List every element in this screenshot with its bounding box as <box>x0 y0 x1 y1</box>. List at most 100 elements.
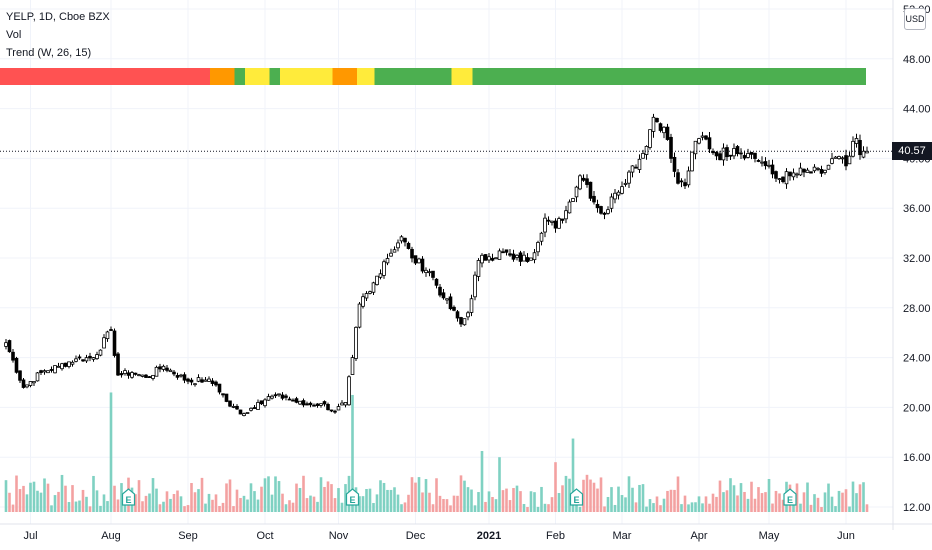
volume-bar <box>424 479 428 512</box>
last-price-tag: 40.57 <box>892 142 932 161</box>
candle-body <box>627 171 631 184</box>
candle-body <box>326 404 330 411</box>
volume-bar <box>25 494 29 512</box>
volume-bar <box>81 489 85 512</box>
volume-bar <box>690 502 694 512</box>
candle-body <box>623 182 628 185</box>
symbol-title[interactable]: YELP, 1D, Cboe BZX <box>6 11 110 23</box>
volume-bar <box>74 501 78 512</box>
candle-body <box>658 123 663 131</box>
candle-body <box>273 394 278 397</box>
time-axis[interactable]: Jul Aug Sep Oct Nov Dec 2021 Feb Mar Apr May Jun <box>0 523 932 542</box>
candle-body <box>546 219 551 222</box>
candle-body <box>308 402 313 406</box>
candle-body <box>350 357 355 375</box>
candle-body <box>630 165 635 173</box>
volume-indicator-label[interactable]: Vol <box>6 29 22 41</box>
candle-body <box>340 402 344 406</box>
currency-button[interactable]: USD <box>904 8 926 30</box>
candle-body <box>427 271 432 274</box>
volume-bar <box>662 498 666 512</box>
candle-body <box>599 206 603 214</box>
time-tick-label: Nov <box>329 530 349 542</box>
volume-bar <box>795 483 799 512</box>
candle-body <box>420 258 425 272</box>
volume-bar <box>823 492 827 512</box>
candle-body <box>749 151 754 155</box>
candle-body <box>711 150 715 154</box>
candle-body <box>791 172 796 178</box>
price-tick-label: 36.00 <box>903 203 931 215</box>
candle-body <box>329 409 334 412</box>
volume-bar <box>242 495 246 512</box>
candle-body <box>518 252 523 262</box>
time-tick-label: Sep <box>178 530 198 542</box>
volume-bar <box>767 478 771 512</box>
trend-segment-yellow <box>451 68 473 85</box>
candle-body <box>130 372 134 378</box>
candle-body <box>728 154 733 157</box>
candle-body <box>32 381 36 384</box>
volume-bar <box>372 503 375 512</box>
candle-body <box>277 393 281 396</box>
price-axis[interactable]: 12.0016.0020.0024.0028.0032.0036.0040.00… <box>892 0 931 530</box>
volume-bar <box>585 474 589 512</box>
candle-body <box>858 140 862 156</box>
candle-body <box>116 353 120 376</box>
volume-bar <box>501 490 505 512</box>
trend-indicator-label[interactable]: Trend (W, 26, 15) <box>6 47 92 59</box>
trend-segment-yellow <box>245 68 270 85</box>
candle-body <box>238 409 243 415</box>
candle-body <box>25 384 29 388</box>
earnings-letter: E <box>787 495 793 505</box>
volume-bar <box>627 476 631 512</box>
candle-body <box>196 377 201 382</box>
volume-bar <box>221 502 225 512</box>
volume-bar <box>67 502 71 512</box>
time-tick-label: 2021 <box>477 530 501 542</box>
volume-bar <box>505 488 508 512</box>
trend-segment-green <box>269 68 280 85</box>
candle-body <box>21 379 26 388</box>
candle-body <box>168 369 173 373</box>
candle-body <box>487 256 491 261</box>
volume-bar <box>760 493 764 512</box>
trend-segment-orange <box>332 68 357 85</box>
candle-body <box>186 378 190 382</box>
candle-body <box>56 365 61 368</box>
candle-body <box>203 379 208 382</box>
volume-bar <box>564 475 568 512</box>
candle-body <box>462 318 467 326</box>
candle-body <box>581 177 586 181</box>
volume-bar <box>39 492 43 512</box>
candle-body <box>641 153 645 159</box>
price-tick-label: 20.00 <box>903 402 931 414</box>
volume-bar <box>183 506 186 512</box>
earnings-marker: E <box>121 488 136 506</box>
volume-bar <box>799 503 802 512</box>
candle-body <box>63 362 68 367</box>
time-tick-label: Apr <box>690 530 707 542</box>
candle-body <box>763 161 768 167</box>
volume-bar <box>15 475 18 512</box>
volume-bar <box>291 502 295 512</box>
volume-bar <box>550 497 554 512</box>
candle-body <box>655 117 659 123</box>
candle-body <box>210 380 215 384</box>
volume-bar <box>589 479 592 512</box>
candle-body <box>529 257 533 261</box>
volume-bar <box>305 498 309 512</box>
volume-bar <box>207 493 211 512</box>
candle-body <box>137 374 141 377</box>
candle-body <box>553 220 558 229</box>
candle-body <box>18 370 22 381</box>
candle-body <box>707 137 712 150</box>
trend-segment-green <box>374 68 452 85</box>
volume-bar <box>326 481 330 512</box>
candle-body <box>819 169 824 174</box>
volume-bar <box>344 484 347 512</box>
volume-bar <box>480 450 484 512</box>
volume-bar <box>676 476 680 512</box>
candle-body <box>833 156 838 159</box>
